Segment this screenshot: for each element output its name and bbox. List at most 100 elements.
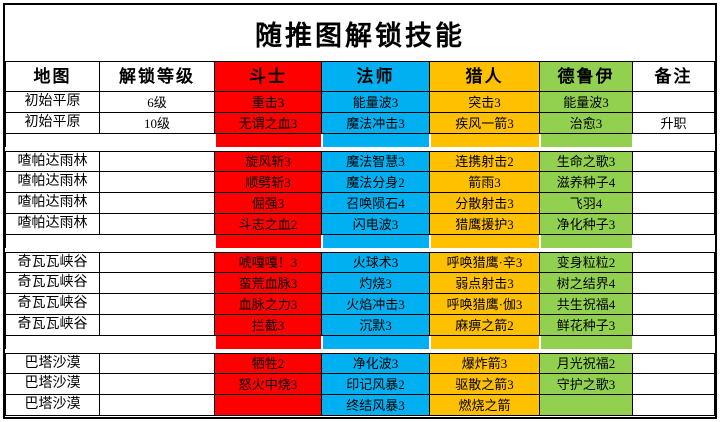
cell-map: 喳帕达雨林: [5, 172, 100, 193]
cell-level: [100, 214, 215, 235]
cell-mage: 沉默3: [322, 315, 430, 336]
cell-level: [100, 374, 215, 395]
cell-hunter: 疾风一箭3: [430, 113, 540, 134]
cell-fighter: 血脉之力3: [215, 294, 322, 315]
separator-cell: [322, 336, 430, 349]
separator-cell: [100, 235, 215, 248]
column-header: 法师: [322, 61, 430, 92]
table-row: 喳帕达雨林 倔强3 召唤陨石4 分散射击3 飞羽4: [5, 193, 715, 214]
cell-level: [100, 172, 215, 193]
cell-note: [633, 315, 715, 336]
separator-cell: [322, 134, 430, 147]
table-row: 奇瓦瓦峡谷 唬嘎嘎！3 火球术3 呼唤猎鹰·辛3 变身粒粒2: [5, 252, 715, 273]
cell-mage: 火焰冲击3: [322, 294, 430, 315]
cell-note: [633, 252, 715, 273]
cell-note: [633, 92, 715, 113]
cell-druid: 共生祝福4: [540, 294, 633, 315]
cell-hunter: 弱点射击3: [430, 273, 540, 294]
cell-level: [100, 193, 215, 214]
cell-level: [100, 252, 215, 273]
cell-druid: 飞羽4: [540, 193, 633, 214]
table-row: 奇瓦瓦峡谷 蛮荒血脉3 灼烧3 弱点射击3 树之结界4: [5, 273, 715, 294]
cell-note: [633, 294, 715, 315]
cell-druid: [540, 395, 633, 416]
cell-fighter: [215, 395, 322, 416]
cell-fighter: 顺劈斩3: [215, 172, 322, 193]
separator-cell: [430, 134, 540, 147]
column-header: 解锁等级: [100, 61, 215, 92]
cell-mage: 召唤陨石4: [322, 193, 430, 214]
cell-map: 喳帕达雨林: [5, 214, 100, 235]
cell-hunter: 爆炸箭3: [430, 353, 540, 374]
cell-map: 巴塔沙漠: [5, 353, 100, 374]
cell-fighter: 蛮荒血脉3: [215, 273, 322, 294]
separator-cell: [633, 134, 715, 147]
separator-cell: [215, 336, 322, 349]
cell-druid: 变身粒粒2: [540, 252, 633, 273]
cell-map: 奇瓦瓦峡谷: [5, 252, 100, 273]
cell-druid: 守护之歌3: [540, 374, 633, 395]
separator-cell: [5, 336, 100, 349]
cell-map: 喳帕达雨林: [5, 151, 100, 172]
cell-map: 初始平原: [5, 92, 100, 113]
cell-fighter: 无谓之血3: [215, 113, 322, 134]
cell-hunter: 麻痹之箭2: [430, 315, 540, 336]
cell-map: 巴塔沙漠: [5, 395, 100, 416]
cell-druid: 净化种子3: [540, 214, 633, 235]
sheet-frame: 随推图解锁技能 地图 解锁等级 斗士 法师 猎人 德鲁伊 备注 初始平原 6级 重击3 能量波3 突击…: [3, 3, 717, 419]
cell-note: [633, 395, 715, 416]
column-header: 备注: [633, 61, 715, 92]
table-row: 喳帕达雨林 旋风斩3 魔法智慧3 连携射击2 生命之歌3: [5, 151, 715, 172]
column-header: 地图: [5, 61, 100, 92]
cell-druid: 能量波3: [540, 92, 633, 113]
cell-mage: 净化波3: [322, 353, 430, 374]
separator-cell: [322, 235, 430, 248]
cell-note: [633, 151, 715, 172]
table-row: 巴塔沙漠 怒火中烧3 印记风暴2 驱散之箭3 守护之歌3: [5, 374, 715, 395]
header-row: 地图 解锁等级 斗士 法师 猎人 德鲁伊 备注: [5, 61, 715, 92]
cell-note: [633, 172, 715, 193]
cell-note: [633, 193, 715, 214]
separator-cell: [100, 134, 215, 147]
cell-mage: 灼烧3: [322, 273, 430, 294]
cell-fighter: 拦截3: [215, 315, 322, 336]
cell-map: 初始平原: [5, 113, 100, 134]
cell-level: [100, 294, 215, 315]
cell-note: [633, 374, 715, 395]
cell-map: 喳帕达雨林: [5, 193, 100, 214]
table-row: 初始平原 10级 无谓之血3 魔法冲击3 疾风一箭3 治愈3 升职: [5, 113, 715, 134]
cell-map: 奇瓦瓦峡谷: [5, 273, 100, 294]
cell-mage: 火球术3: [322, 252, 430, 273]
cell-note: [633, 214, 715, 235]
separator-cell: [633, 235, 715, 248]
table-row: 喳帕达雨林 斗志之血2 闪电波3 猎鹰援护3 净化种子3: [5, 214, 715, 235]
cell-map: 奇瓦瓦峡谷: [5, 294, 100, 315]
cell-fighter: 重击3: [215, 92, 322, 113]
cell-level: 10级: [100, 113, 215, 134]
separator-cell: [100, 336, 215, 349]
separator-row: [5, 134, 715, 147]
separator-row: [5, 336, 715, 349]
gap-strip: [5, 248, 715, 252]
cell-level: [100, 273, 215, 294]
separator-row: [5, 235, 715, 248]
cell-fighter: 倔强3: [215, 193, 322, 214]
cell-druid: 滋养种子4: [540, 172, 633, 193]
cell-druid: 月光祝福2: [540, 353, 633, 374]
gap-strip: [5, 147, 715, 151]
cell-level: [100, 315, 215, 336]
cell-fighter: 牺牲2: [215, 353, 322, 374]
cell-hunter: 突击3: [430, 92, 540, 113]
separator-cell: [5, 235, 100, 248]
cell-map: 奇瓦瓦峡谷: [5, 315, 100, 336]
cell-mage: 终结风暴3: [322, 395, 430, 416]
cell-level: [100, 151, 215, 172]
table-row: 奇瓦瓦峡谷 拦截3 沉默3 麻痹之箭2 鲜花种子3: [5, 315, 715, 336]
cell-hunter: 驱散之箭3: [430, 374, 540, 395]
table-row: 喳帕达雨林 顺劈斩3 魔法分身2 箭雨3 滋养种子4: [5, 172, 715, 193]
cell-hunter: 分散射击3: [430, 193, 540, 214]
page-title: 随推图解锁技能: [255, 20, 465, 51]
cell-note: [633, 273, 715, 294]
cell-map: 巴塔沙漠: [5, 374, 100, 395]
cell-level: 6级: [100, 92, 215, 113]
